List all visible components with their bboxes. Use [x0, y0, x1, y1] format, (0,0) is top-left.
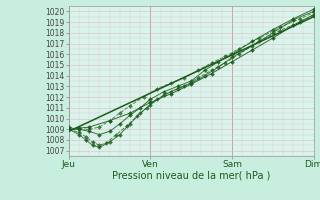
X-axis label: Pression niveau de la mer( hPa ): Pression niveau de la mer( hPa ): [112, 171, 270, 181]
